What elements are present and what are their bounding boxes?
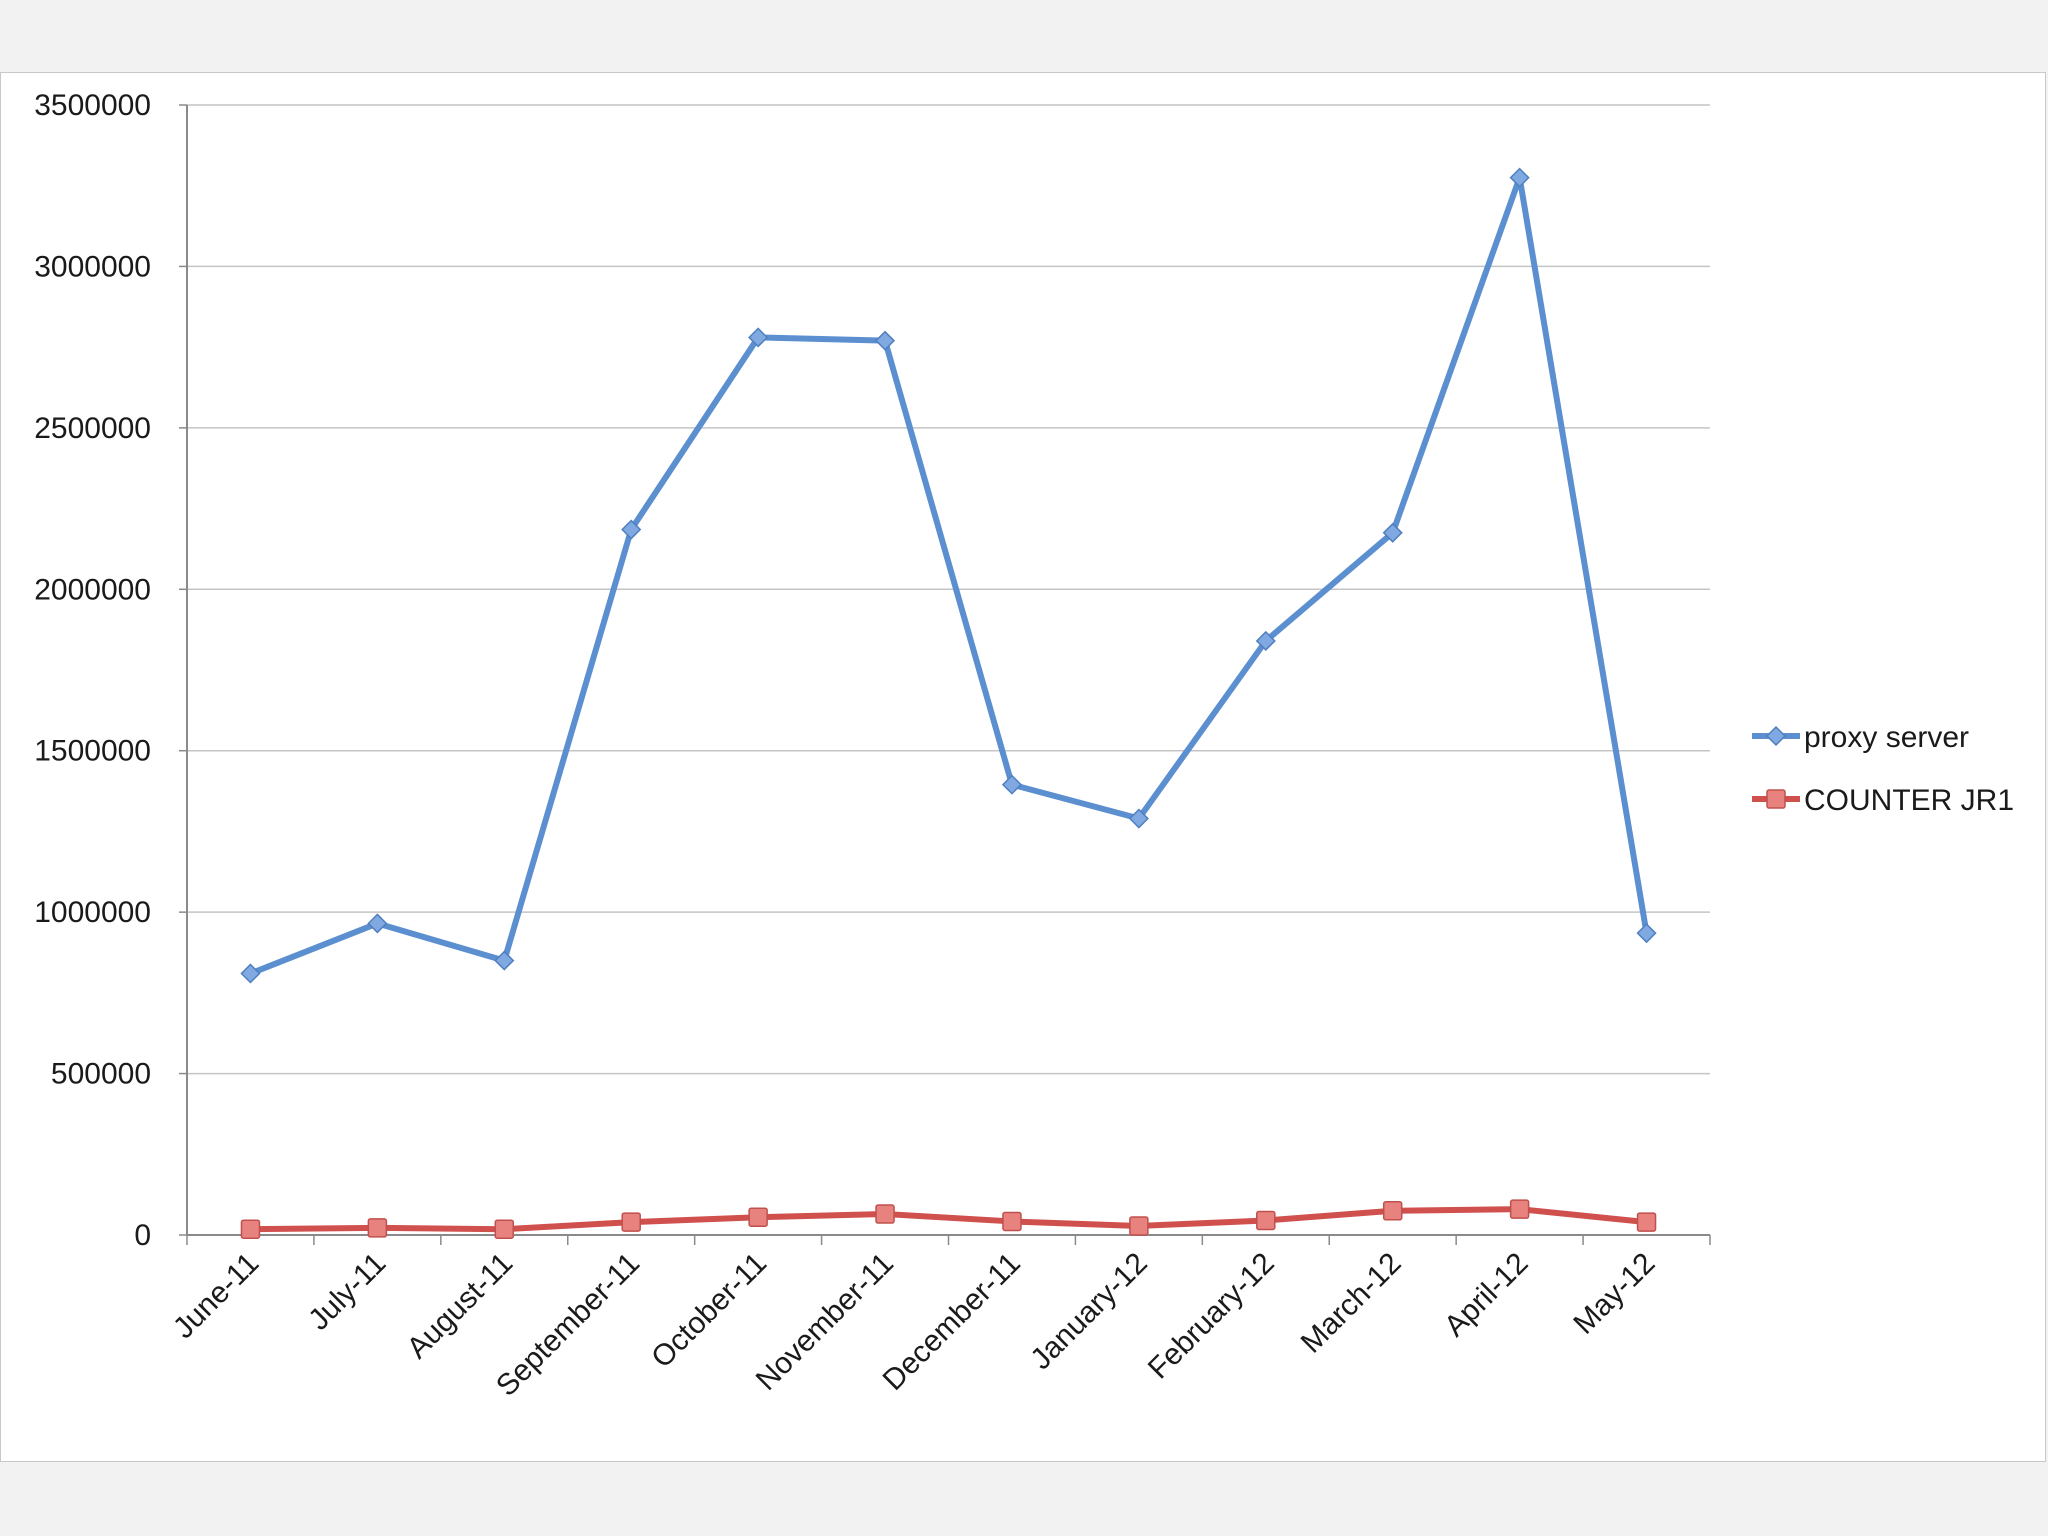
- data-point-proxy-server: [1382, 522, 1403, 543]
- y-tick-label: 500000: [51, 1058, 151, 1091]
- x-tick-label: July-11: [302, 1247, 392, 1337]
- x-tick-label: April-12: [1438, 1247, 1534, 1343]
- axes: [179, 104, 1711, 1245]
- data-point-proxy-server: [1001, 774, 1023, 795]
- data-point-counter-jr1: [494, 1219, 515, 1239]
- legend-marker-square: [1766, 789, 1786, 809]
- y-tick-label: 1000000: [34, 896, 151, 929]
- legend-label-0: proxy server: [1804, 721, 1969, 754]
- x-tick-label: August-11: [401, 1247, 519, 1365]
- series-markers: [240, 167, 1657, 1239]
- data-point-counter-jr1: [367, 1218, 388, 1238]
- data-point-proxy-server: [1128, 808, 1149, 829]
- legend-label-1: COUNTER JR1: [1804, 784, 2014, 817]
- y-tick-label: 2000000: [34, 573, 151, 606]
- y-tick-label: 2500000: [34, 412, 151, 445]
- data-point-counter-jr1: [748, 1207, 768, 1227]
- x-tick-label: May-12: [1567, 1247, 1661, 1341]
- series-line-1: [247, 1206, 1650, 1233]
- data-point-proxy-server: [494, 950, 515, 971]
- data-point-counter-jr1: [1509, 1199, 1530, 1219]
- data-point-counter-jr1: [621, 1212, 641, 1232]
- data-point-proxy-server: [1509, 167, 1530, 188]
- data-point-proxy-server: [240, 963, 261, 984]
- x-tick-label: June-11: [167, 1247, 265, 1345]
- x-tick-label: March-12: [1295, 1247, 1408, 1360]
- y-tick-label: 3000000: [34, 250, 151, 283]
- data-point-counter-jr1: [1002, 1211, 1022, 1232]
- series-line-0: [247, 174, 1650, 977]
- data-point-proxy-server: [748, 327, 769, 348]
- y-axis-tick-labels: 0 500000 1000000 1500000 2000000 2500000 30000…: [34, 89, 151, 1252]
- data-point-proxy-server: [367, 913, 388, 934]
- y-tick-label: 1500000: [34, 735, 151, 768]
- gridlines: [187, 104, 1710, 1075]
- data-point-counter-jr1: [1129, 1216, 1149, 1236]
- data-point-counter-jr1: [1382, 1201, 1403, 1221]
- legend-marker-diamond: [1765, 725, 1787, 747]
- data-point-proxy-server: [1636, 923, 1657, 944]
- data-point-counter-jr1: [875, 1204, 895, 1224]
- x-tick-label: January-12: [1024, 1247, 1153, 1376]
- series-lines: [247, 174, 1650, 1233]
- x-tick-label: February-12: [1142, 1247, 1281, 1386]
- data-point-proxy-server: [874, 330, 896, 351]
- legend: proxy server COUNTER JR1: [1752, 721, 2014, 817]
- plot-area: [187, 105, 1710, 1235]
- data-point-proxy-server: [621, 519, 642, 540]
- data-point-counter-jr1: [1636, 1212, 1657, 1232]
- y-tick-label: 3500000: [34, 89, 151, 122]
- data-point-proxy-server: [1255, 630, 1276, 652]
- x-tick-label: October-11: [645, 1247, 773, 1375]
- data-point-counter-jr1: [240, 1219, 261, 1239]
- data-point-counter-jr1: [1256, 1210, 1276, 1231]
- y-tick-label: 0: [134, 1219, 151, 1252]
